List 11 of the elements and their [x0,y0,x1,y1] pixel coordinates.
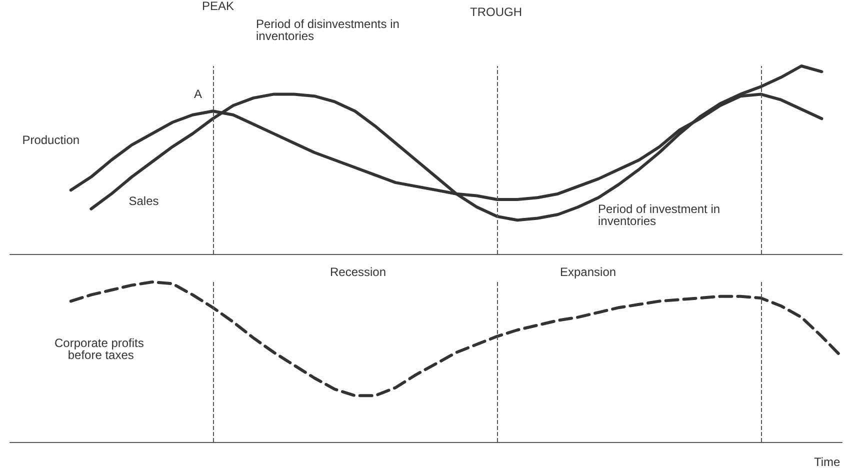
x-axis-title: Time [814,455,841,468]
annotation: A [194,87,202,101]
text: Expansion [560,265,616,279]
annotation: Period of investment in inventories [598,202,724,228]
text: Period of disinvestments in inventories [256,17,403,43]
text: Corporate profits before taxes [54,336,148,362]
series-label: Sales [128,194,159,208]
text: PEAK [202,0,234,13]
text: Production [22,133,80,148]
text: Recession [330,265,386,279]
text: TROUGH [470,5,522,19]
